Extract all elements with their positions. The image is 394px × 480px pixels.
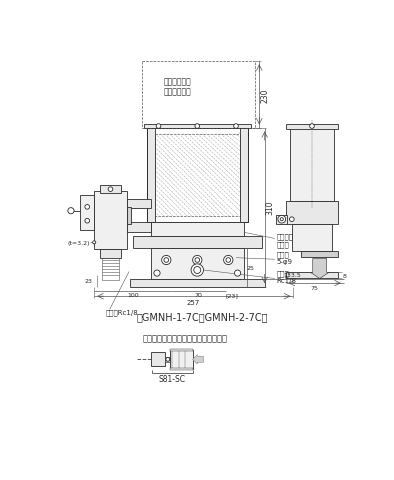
Bar <box>292 224 332 251</box>
Circle shape <box>278 216 286 224</box>
Text: 310: 310 <box>266 200 275 215</box>
Bar <box>151 249 244 280</box>
Bar <box>240 128 248 223</box>
Circle shape <box>166 358 170 361</box>
Text: 230: 230 <box>260 88 269 103</box>
Text: エア抜き
ボタン: エア抜き ボタン <box>276 233 293 248</box>
Bar <box>127 200 151 209</box>
Bar <box>151 223 244 237</box>
Circle shape <box>85 205 89 210</box>
Circle shape <box>108 188 113 192</box>
Bar <box>276 215 287 224</box>
Bar <box>170 349 193 351</box>
Bar <box>100 250 121 259</box>
Text: 8: 8 <box>343 273 346 278</box>
Text: 133.5: 133.5 <box>283 273 301 277</box>
Bar <box>301 251 338 257</box>
Circle shape <box>280 218 283 221</box>
Text: (t=3.2): (t=3.2) <box>68 240 90 245</box>
Circle shape <box>162 256 171 265</box>
Bar <box>155 134 240 216</box>
Bar <box>142 61 255 129</box>
Circle shape <box>193 256 202 265</box>
Bar <box>102 259 119 280</box>
Text: 取付穴
5-φ9: 取付穴 5-φ9 <box>276 251 292 264</box>
Circle shape <box>93 241 96 244</box>
Circle shape <box>191 264 203 276</box>
Text: カートリッジ
交換スペース: カートリッジ 交換スペース <box>164 77 192 96</box>
Bar <box>170 368 193 371</box>
Bar <box>170 350 193 369</box>
Bar <box>144 124 251 129</box>
Bar <box>80 196 94 230</box>
Text: 吜出口
Rc1/8: 吜出口 Rc1/8 <box>276 270 296 283</box>
Text: S81-SC: S81-SC <box>158 374 185 384</box>
Bar <box>290 128 335 201</box>
Text: 75: 75 <box>310 286 318 290</box>
Bar <box>147 128 155 223</box>
Circle shape <box>234 270 241 276</box>
Text: 23: 23 <box>85 279 93 284</box>
Circle shape <box>310 124 314 129</box>
Bar <box>100 186 121 193</box>
Circle shape <box>154 270 160 276</box>
Text: 25: 25 <box>247 265 255 271</box>
Text: 吜出口Rc1/8: 吜出口Rc1/8 <box>106 309 139 315</box>
Bar <box>127 223 151 232</box>
Text: 70: 70 <box>195 292 203 298</box>
Bar <box>133 237 262 249</box>
Bar <box>151 353 165 367</box>
Bar <box>130 280 265 288</box>
Text: [23]: [23] <box>226 292 239 298</box>
Circle shape <box>164 258 169 263</box>
Bar <box>165 357 170 363</box>
Bar <box>127 207 132 224</box>
Circle shape <box>85 219 89 224</box>
Text: ［吜出口に接続するための配管部品］: ［吜出口に接続するための配管部品］ <box>142 334 227 343</box>
Circle shape <box>195 124 200 129</box>
Circle shape <box>194 267 201 274</box>
Bar <box>147 128 248 223</box>
Circle shape <box>195 258 200 263</box>
Bar <box>286 124 338 130</box>
Text: 100: 100 <box>127 292 139 298</box>
FancyArrow shape <box>310 259 329 279</box>
Text: ［GMNH-1-7C・GMNH-2-7C］: ［GMNH-1-7C・GMNH-2-7C］ <box>136 312 268 322</box>
Circle shape <box>234 124 238 129</box>
FancyArrow shape <box>193 355 203 364</box>
Circle shape <box>224 256 233 265</box>
Circle shape <box>226 258 230 263</box>
Bar <box>286 201 338 224</box>
Circle shape <box>68 208 74 215</box>
Circle shape <box>290 217 294 222</box>
Text: 257: 257 <box>187 299 200 305</box>
Circle shape <box>156 124 161 129</box>
Bar <box>94 192 127 250</box>
Bar <box>286 273 338 279</box>
